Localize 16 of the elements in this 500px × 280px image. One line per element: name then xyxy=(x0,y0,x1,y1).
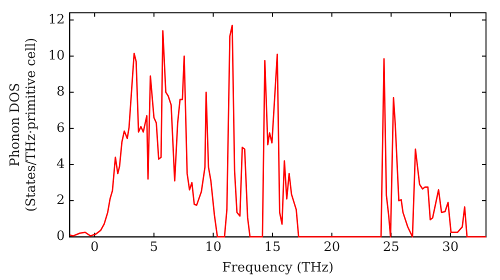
x-tick-label: 5 xyxy=(150,240,158,255)
y-tick-label: 2 xyxy=(56,193,65,208)
x-axis-title: Frequency (THz) xyxy=(222,260,334,276)
y-tick-label: 10 xyxy=(48,48,65,64)
y-tick-label: 12 xyxy=(48,12,65,28)
x-tick-label: 0 xyxy=(90,240,99,255)
y-axis-title: Phonon DOS (States/THz·primitive cell) xyxy=(8,38,39,212)
x-tick-label: 10 xyxy=(204,240,222,255)
y-tick-label: 8 xyxy=(56,84,65,100)
y-tick-label: 4 xyxy=(56,156,65,172)
x-tick-label: 15 xyxy=(264,240,281,255)
x-tick-label: 30 xyxy=(442,240,459,255)
y-tick-label: 0 xyxy=(56,229,65,244)
x-tick-label: 20 xyxy=(324,240,340,255)
y-tick-label: 6 xyxy=(56,120,65,136)
x-tick-label: 25 xyxy=(382,240,400,255)
